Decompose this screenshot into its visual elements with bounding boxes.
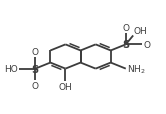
Text: O: O — [32, 82, 39, 91]
Text: S: S — [32, 64, 39, 74]
Text: HO: HO — [4, 65, 18, 74]
Text: NH$_2$: NH$_2$ — [127, 63, 145, 75]
Text: OH: OH — [59, 82, 72, 91]
Text: O: O — [143, 40, 150, 49]
Text: S: S — [122, 40, 129, 50]
Text: OH: OH — [134, 27, 147, 36]
Text: O: O — [122, 23, 129, 32]
Text: O: O — [32, 48, 39, 57]
